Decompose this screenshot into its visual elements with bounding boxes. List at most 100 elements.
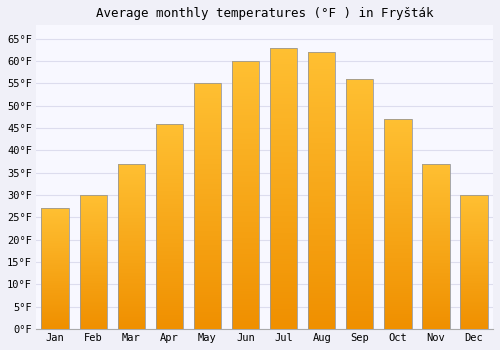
Bar [384,146,411,148]
Bar [194,282,221,285]
Bar [194,277,221,280]
Bar [118,174,145,175]
Bar [42,283,69,284]
Bar [384,279,411,281]
Bar [194,322,221,324]
Bar [308,257,336,260]
Bar [270,191,297,194]
Bar [194,327,221,329]
Bar [308,229,336,232]
Bar [80,270,107,271]
Bar [270,59,297,62]
Bar [460,238,487,239]
Bar [232,166,260,168]
Bar [80,259,107,261]
Bar [156,265,183,267]
Bar [156,308,183,310]
Bar [194,262,221,265]
Bar [422,319,450,321]
Bar [308,323,336,326]
Bar [270,124,297,126]
Bar [346,319,374,321]
Bar [42,258,69,259]
Bar [118,226,145,228]
Bar [346,166,374,169]
Bar [384,178,411,180]
Bar [80,298,107,299]
Bar [80,203,107,204]
Bar [194,243,221,245]
Bar [270,81,297,84]
Bar [42,307,69,308]
Bar [194,132,221,135]
Bar [346,94,374,96]
Bar [460,215,487,216]
Bar [346,239,374,241]
Bar [308,232,336,235]
Bar [422,278,450,279]
Bar [270,199,297,202]
Bar [460,282,487,284]
Bar [194,312,221,314]
Bar [270,64,297,67]
Bar [232,262,260,265]
Bar [270,214,297,216]
Bar [346,99,374,101]
Bar [42,246,69,247]
Bar [346,179,374,181]
Bar [384,195,411,197]
Bar [422,306,450,307]
Bar [308,309,336,312]
Bar [118,263,145,265]
Bar [384,199,411,201]
Bar [42,292,69,293]
Bar [346,141,374,144]
Bar [80,204,107,206]
Bar [346,316,374,319]
Bar [80,292,107,293]
Bar [460,247,487,248]
Bar [42,306,69,307]
Bar [270,110,297,112]
Bar [194,191,221,194]
Bar [80,310,107,312]
Bar [80,263,107,265]
Bar [118,259,145,261]
Bar [270,67,297,70]
Bar [194,88,221,91]
Bar [80,235,107,237]
Bar [384,214,411,216]
Bar [156,302,183,304]
Bar [308,265,336,268]
Bar [194,147,221,149]
Bar [80,214,107,215]
Bar [346,124,374,126]
Bar [422,245,450,246]
Bar [270,247,297,250]
Bar [422,326,450,327]
Bar [42,218,69,219]
Bar [460,321,487,322]
Bar [156,171,183,173]
Bar [42,319,69,321]
Bar [118,236,145,238]
Bar [42,265,69,266]
Bar [156,238,183,240]
Bar [194,223,221,226]
Bar [232,184,260,187]
Bar [460,195,487,329]
Bar [422,276,450,278]
Bar [42,236,69,237]
Bar [232,310,260,313]
Bar [422,192,450,194]
Bar [42,219,69,220]
Bar [308,299,336,301]
Bar [270,256,297,259]
Bar [194,125,221,127]
Bar [80,247,107,248]
Bar [270,160,297,163]
Bar [42,290,69,292]
Bar [80,254,107,255]
Bar [422,167,450,169]
Bar [346,216,374,219]
